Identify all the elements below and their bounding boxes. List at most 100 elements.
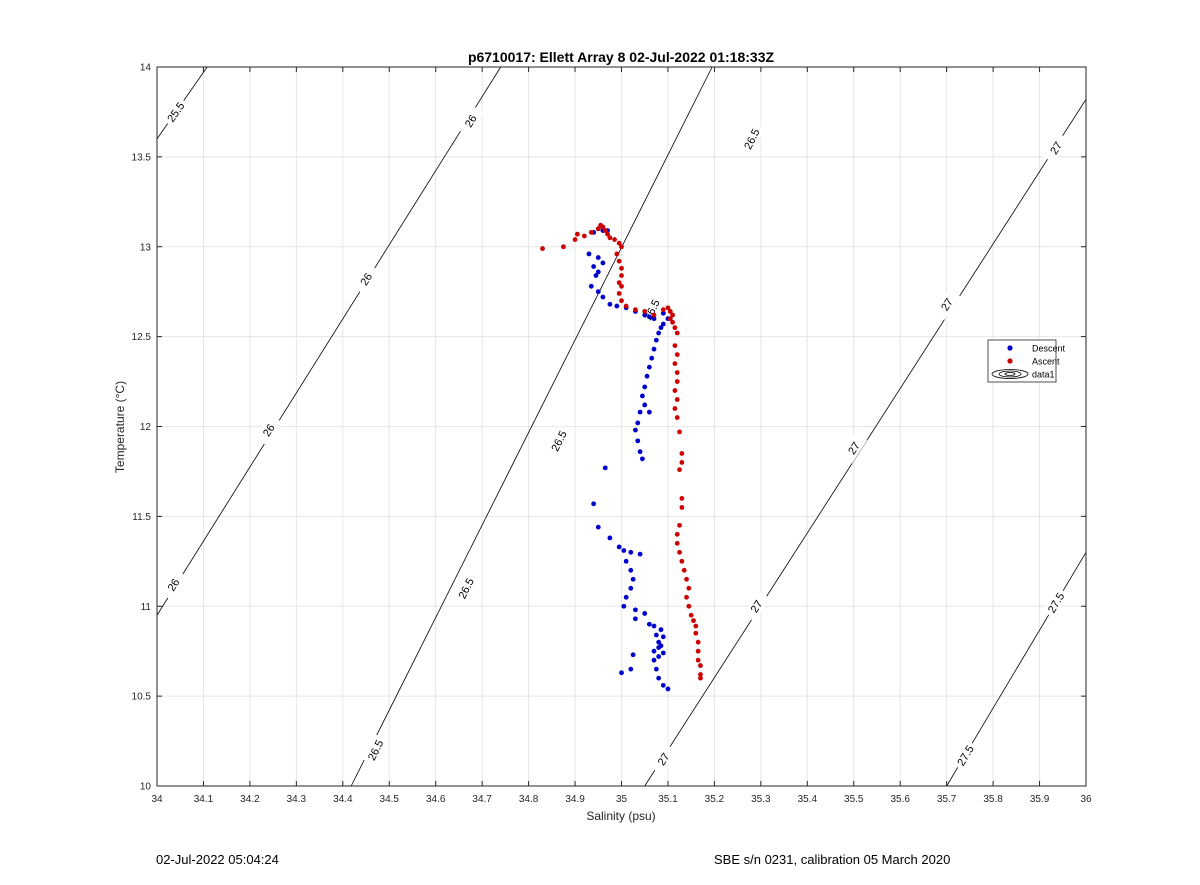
ascent-point xyxy=(677,429,682,435)
ascent-point xyxy=(674,352,680,357)
x-tick-label: 34 xyxy=(151,794,163,805)
descent-point xyxy=(586,251,592,257)
descent-point xyxy=(640,456,645,462)
contour-label: 27 xyxy=(846,440,863,457)
contour-line-26 xyxy=(156,66,502,616)
descent-point xyxy=(658,325,664,331)
x-tick-label: 35.9 xyxy=(1030,794,1050,805)
descent-point xyxy=(646,621,652,627)
descent-point xyxy=(656,330,662,336)
ascent-point xyxy=(695,648,701,654)
descent-point xyxy=(623,594,629,600)
density-contours: 25.52626262626.526.526.526.526.527272727… xyxy=(156,66,1087,787)
y-axis-label: Temperature (°C) xyxy=(113,381,127,473)
data-points xyxy=(540,222,703,692)
ascent-point xyxy=(679,496,685,501)
legend-ascent-marker xyxy=(1007,358,1013,364)
descent-point xyxy=(595,255,601,260)
grid-lines xyxy=(156,66,1087,787)
x-tick-label: 35.1 xyxy=(658,794,678,805)
ascent-point xyxy=(607,235,613,241)
descent-point xyxy=(591,501,597,507)
ascent-point xyxy=(688,612,694,618)
contour-label-bg xyxy=(457,105,484,137)
descent-point xyxy=(628,666,634,672)
x-tick-label: 36 xyxy=(1080,794,1092,805)
ascent-point xyxy=(672,406,678,411)
contour-label-bg xyxy=(649,743,677,775)
ascent-point xyxy=(693,630,699,636)
descent-point xyxy=(633,616,638,622)
descent-point xyxy=(635,438,641,444)
ascent-point xyxy=(561,244,566,250)
descent-point xyxy=(633,427,638,433)
ascent-point xyxy=(677,549,682,555)
descent-point xyxy=(633,607,638,613)
y-tick-label: 11 xyxy=(141,602,152,613)
contour-label: 27 xyxy=(656,751,673,768)
ascent-point xyxy=(674,415,680,420)
descent-point xyxy=(660,682,666,688)
ascent-point xyxy=(581,233,587,239)
descent-point xyxy=(656,639,662,645)
y-tick-label: 10 xyxy=(140,782,152,793)
descent-point xyxy=(621,603,627,609)
ascent-point xyxy=(616,291,622,296)
contour-label-bg xyxy=(639,294,665,326)
descent-point xyxy=(642,402,648,408)
ascent-point xyxy=(619,265,624,271)
contour-label-bg xyxy=(952,739,979,772)
ascent-point xyxy=(633,307,638,313)
descent-point xyxy=(593,273,599,278)
descent-point xyxy=(651,346,657,352)
contour-label: 26 xyxy=(463,113,480,130)
axis-ticks: 34 34.1 34.2 34.3 34.4 34.5 34.6 34.7 34.8 34.9 35… xyxy=(132,63,1092,806)
ascent-point xyxy=(684,576,689,582)
ascent-point xyxy=(674,540,680,546)
x-tick-label: 35.2 xyxy=(705,794,725,805)
ascent-point xyxy=(602,228,608,233)
series-descent xyxy=(586,226,671,692)
ascent-point xyxy=(642,309,648,314)
y-tick-label: 14 xyxy=(140,63,152,74)
descent-point xyxy=(616,544,622,550)
ascent-point xyxy=(684,594,689,600)
contour-label-bg xyxy=(159,569,187,601)
contour-label: 27 xyxy=(749,598,766,615)
ascent-point xyxy=(681,567,687,573)
contour-label-bg xyxy=(742,590,770,622)
ascent-point xyxy=(600,224,606,230)
descent-point xyxy=(637,449,643,455)
descent-point xyxy=(651,316,657,322)
y-tick-label: 13.5 xyxy=(132,152,152,163)
descent-point xyxy=(660,321,666,327)
descent-point xyxy=(656,645,662,650)
contour-label-bg xyxy=(255,414,282,446)
descent-point xyxy=(660,310,666,316)
descent-point xyxy=(600,260,606,266)
x-tick-label: 35.7 xyxy=(937,794,957,805)
ascent-point xyxy=(679,460,685,465)
descent-point xyxy=(607,301,613,307)
descent-point xyxy=(628,585,634,591)
descent-point xyxy=(651,648,657,654)
y-tick-label: 11.5 xyxy=(132,512,151,523)
ascent-point xyxy=(619,244,624,250)
descent-point xyxy=(644,373,650,379)
x-tick-label: 35.5 xyxy=(844,794,864,805)
descent-point xyxy=(656,654,662,659)
contour-label-bg xyxy=(362,734,388,766)
descent-point xyxy=(595,289,601,295)
y-tick-label: 13 xyxy=(140,242,152,253)
contour-label-bg xyxy=(546,425,572,457)
x-tick-label: 35.3 xyxy=(751,794,771,805)
descent-point xyxy=(653,666,659,672)
y-tick-label: 10.5 xyxy=(132,692,152,703)
descent-point xyxy=(660,634,666,640)
ascent-point xyxy=(674,370,680,375)
ascent-point xyxy=(672,388,678,393)
ascent-point xyxy=(623,303,629,309)
ascent-point xyxy=(674,379,680,384)
y-tick-label: 12 xyxy=(140,422,152,433)
x-tick-label: 34.5 xyxy=(380,794,400,805)
